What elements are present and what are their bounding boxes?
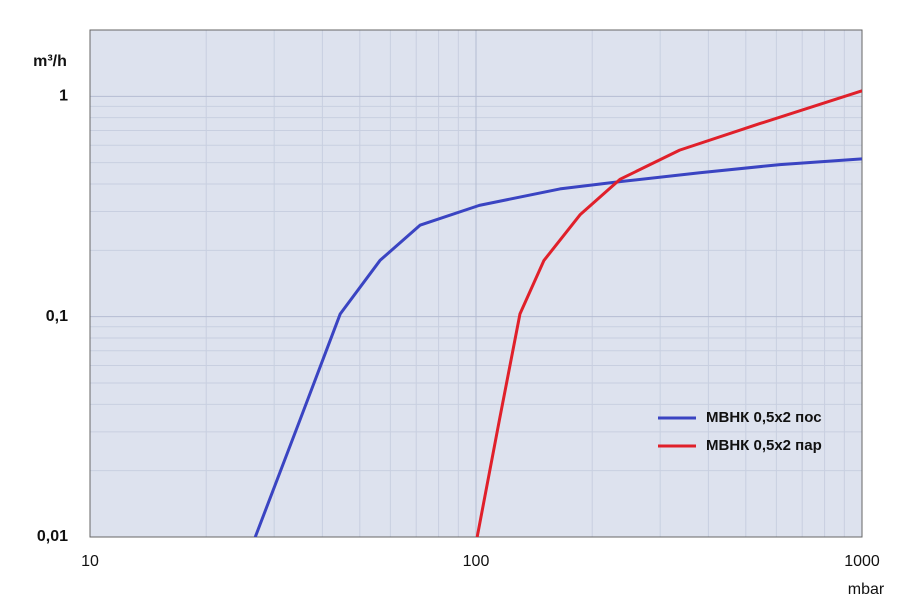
- x-tick-label: 100: [463, 553, 490, 570]
- y-tick-label: 0,01: [37, 528, 68, 545]
- legend-label: МВНК 0,5x2 пос: [706, 409, 822, 426]
- x-tick-label: 1000: [844, 553, 880, 570]
- series-line: [475, 89, 862, 537]
- series-line: [253, 157, 862, 537]
- x-axis-label: mbar: [848, 581, 885, 598]
- x-tick-label: 10: [81, 553, 99, 570]
- y-tick-label: 0,1: [46, 308, 68, 325]
- legend-label: МВНК 0,5x2 пар: [706, 437, 822, 454]
- y-tick-label: 1: [59, 88, 68, 105]
- plot-border: [89, 29, 863, 538]
- y-axis-label: m³/h: [33, 53, 67, 70]
